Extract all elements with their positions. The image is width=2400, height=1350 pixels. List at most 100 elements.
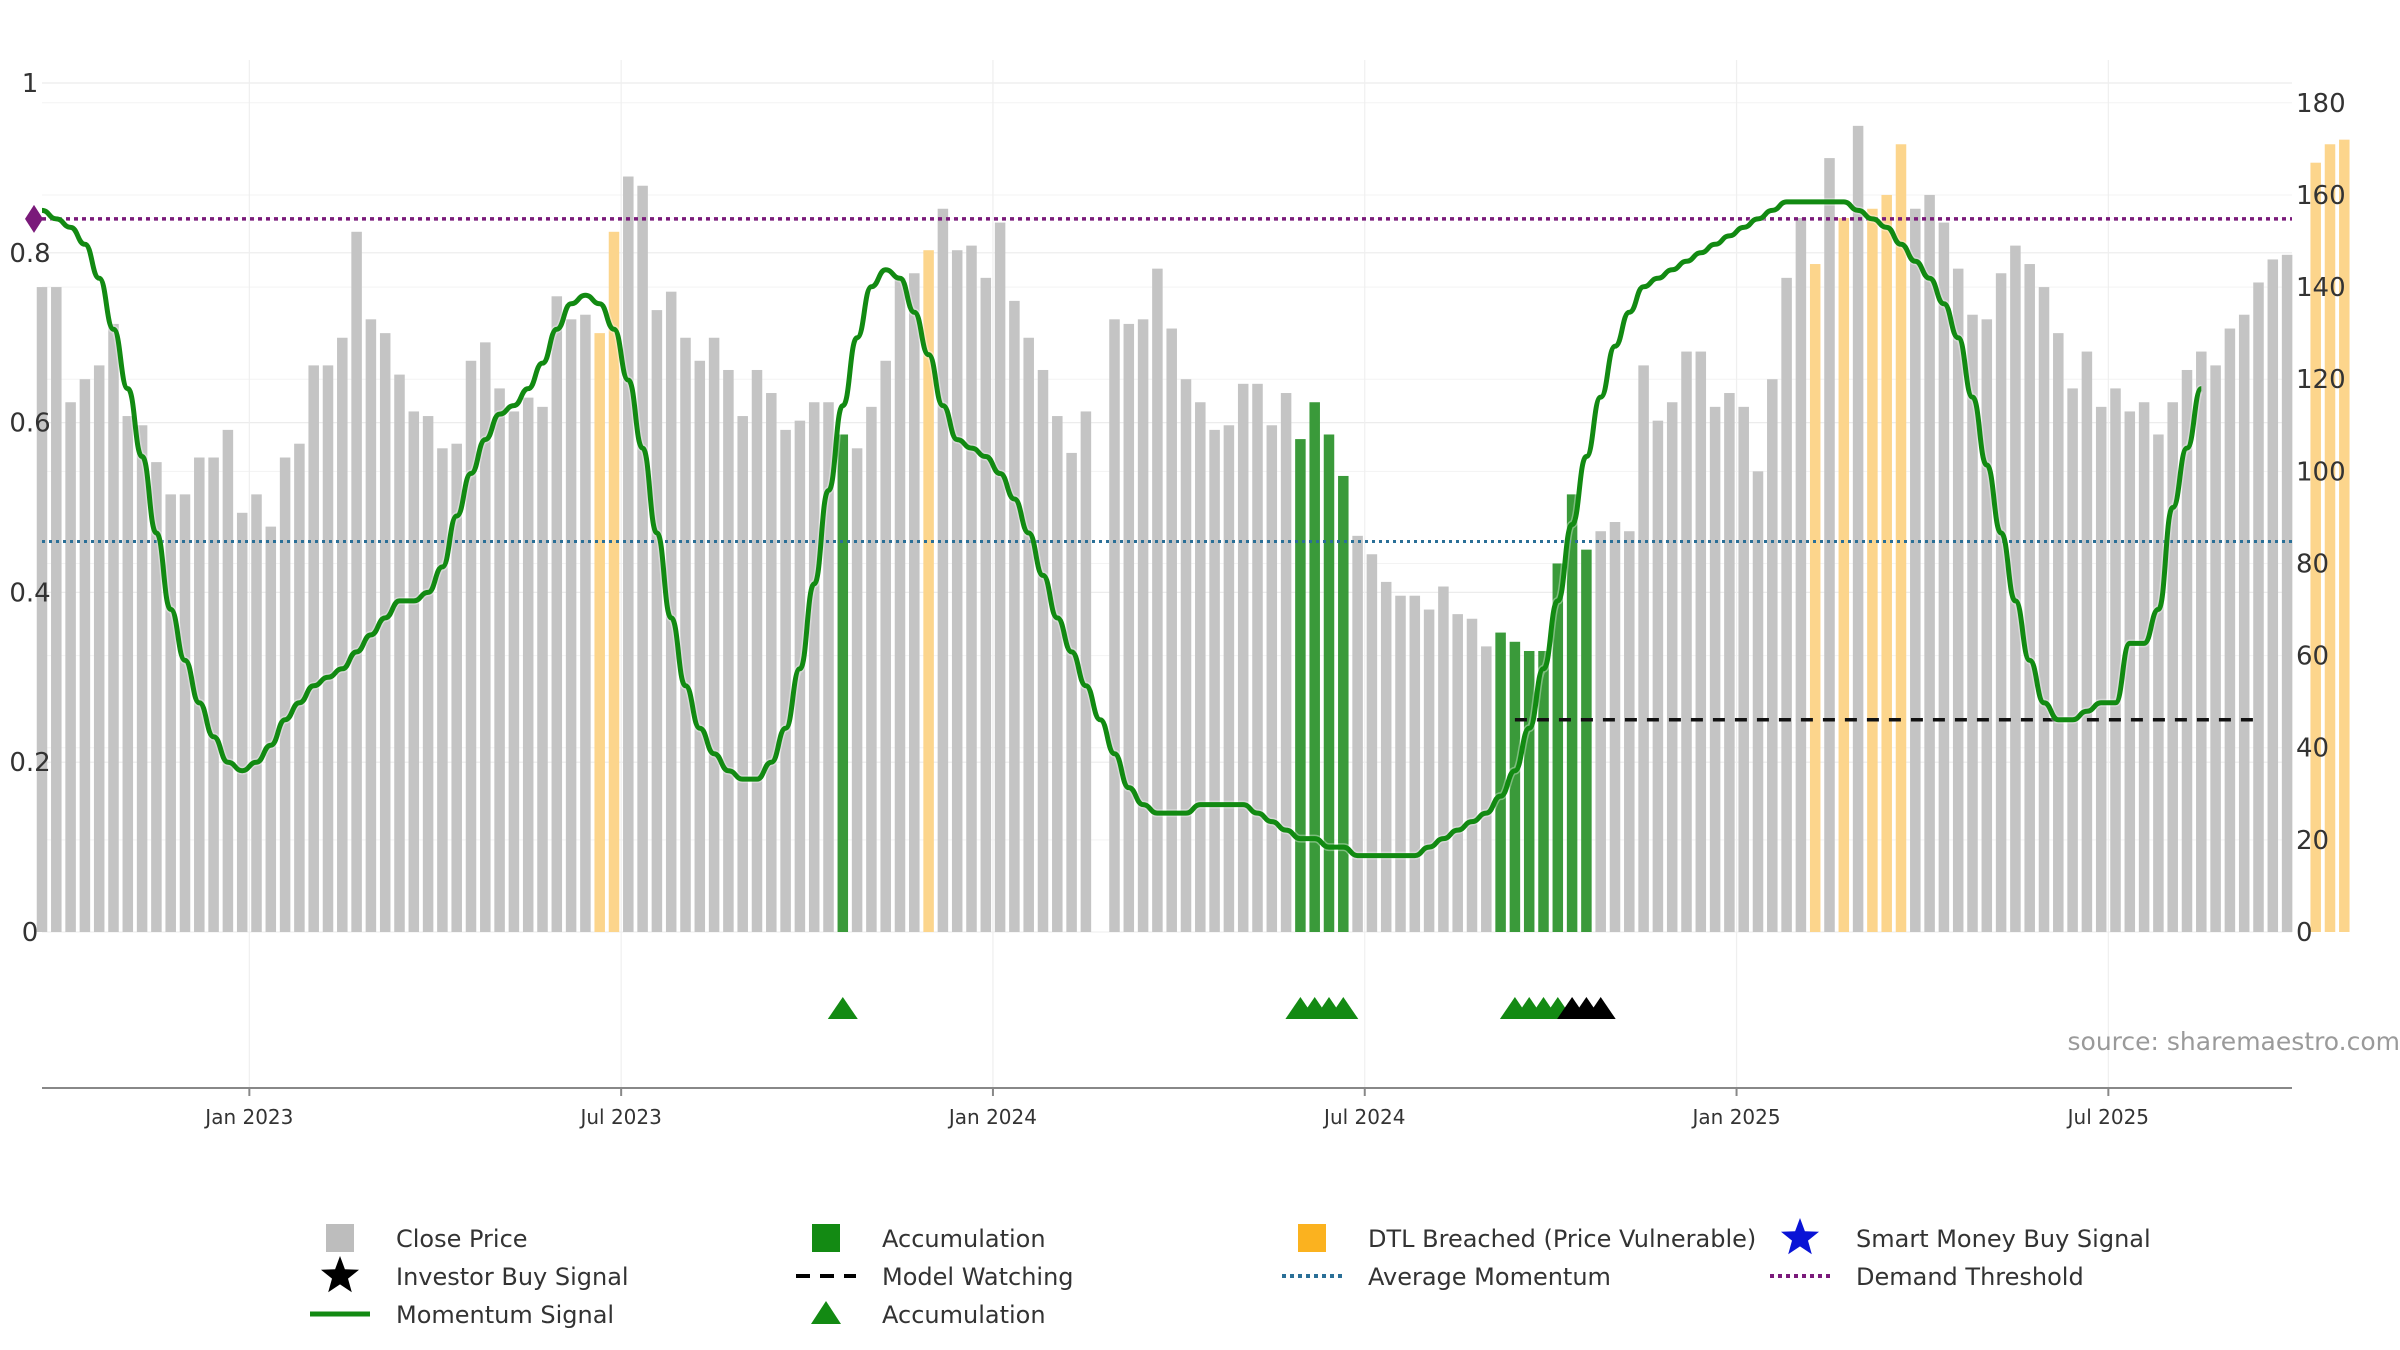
right-axis-tick-label: 40 [2296, 734, 2329, 764]
close-price-bar [322, 365, 334, 933]
momentum-signal-line [41, 199, 2204, 859]
close-price-bar [723, 369, 734, 932]
legend-close-price-square-swatch [326, 1224, 354, 1252]
accumulation-bar [1309, 402, 1320, 932]
close-price-bar [1666, 402, 1678, 932]
close-price-bar [537, 406, 548, 933]
close-price-bar [2210, 365, 2221, 933]
close-price-bar [766, 393, 777, 932]
close-price-bar [136, 425, 148, 932]
close-price-bar [2010, 245, 2021, 933]
close-price-bar [937, 208, 949, 932]
left-axis-tick-label: 0.6 [9, 409, 50, 439]
legend-accumulation-triangle-label: Accumulation [882, 1301, 1046, 1329]
close-price-bar [1195, 402, 1206, 932]
accumulation-bar [1509, 641, 1521, 932]
close-price-bar [1009, 300, 1020, 933]
close-price-bar [1952, 268, 1964, 933]
close-price-bar [2238, 314, 2250, 932]
close-price-bar [651, 310, 663, 933]
reference-lines [42, 217, 2292, 722]
close-price-bar [279, 457, 291, 932]
legend-accumulation-triangle-swatch [811, 1301, 841, 1324]
close-price-bar [1137, 319, 1149, 932]
close-price-bar [1166, 328, 1177, 932]
left-axis-tick-label: 0.4 [9, 578, 50, 608]
close-price-bar [823, 402, 834, 932]
close-price-bar [494, 388, 505, 932]
close-price-bar [1724, 393, 1735, 932]
close-price-bar [1767, 379, 1778, 932]
close-price-bar [1109, 319, 1120, 932]
accumulation-bar [1495, 632, 1506, 932]
close-price-bar [808, 402, 820, 932]
dtl-breached-bar [2310, 162, 2321, 932]
close-price-bar [794, 420, 806, 932]
legend: Close Price Accumulation DTL Breached (Pri… [310, 1218, 2151, 1329]
close-price-bar [1595, 531, 1606, 932]
dtl-breached-bar [923, 250, 934, 933]
close-price-bar [1924, 194, 1935, 932]
close-price-bar [1781, 277, 1792, 933]
close-price-bar [1066, 452, 1077, 932]
right-axis-tick-label: 100 [2296, 457, 2346, 487]
close-price-bar [909, 273, 920, 932]
close-price-bar [880, 360, 891, 932]
dtl-breached-bar [1809, 264, 1821, 932]
x-axis-tick-label: Jan 2025 [1691, 1105, 1781, 1129]
close-price-bar [1037, 369, 1049, 932]
close-price-bar [2124, 411, 2136, 932]
close-price-bar [1452, 614, 1463, 932]
close-price-bar [294, 443, 305, 932]
close-price-bar [966, 245, 977, 933]
close-price-bar [2038, 287, 2050, 932]
left-axis-tick-label: 0.8 [9, 239, 50, 269]
right-axis-tick-label: 60 [2296, 642, 2329, 672]
close-price-bar [1466, 618, 1478, 932]
accumulation-bar [1523, 650, 1535, 932]
axes: 0 0.2 0.4 0.6 0.8 1 0 20 40 60 80 100 120 140 160 180 Ja… [9, 69, 2345, 1129]
close-price-bar [408, 411, 420, 932]
close-price-bar [1995, 273, 2007, 932]
close-price-bar [1395, 595, 1406, 932]
x-axis-tick-label: Jan 2023 [203, 1105, 293, 1129]
price-bars [36, 125, 2350, 933]
close-price-bar [1223, 425, 1235, 932]
dtl-breached-bar [2324, 144, 2336, 932]
close-price-bar [1481, 646, 1492, 932]
close-price-bar [122, 416, 134, 932]
close-price-bar [79, 379, 91, 932]
legend-average-momentum-dotted-label: Average Momentum [1368, 1263, 1611, 1291]
accumulation-triangle [827, 997, 858, 1019]
right-axis-tick-label: 0 [2296, 918, 2313, 948]
close-price-bar [65, 402, 76, 932]
investor-buy-triangle [1585, 997, 1616, 1019]
legend-model-watching-dash-label: Model Watching [882, 1263, 1074, 1291]
close-price-bar [308, 365, 319, 933]
close-price-bar [866, 406, 877, 933]
legend-dtl-breached-price-vulnerable-square-label: DTL Breached (Price Vulnerable) [1368, 1225, 1756, 1253]
dtl-breached-bar [1867, 208, 1878, 932]
close-price-bar [751, 369, 763, 932]
close-price-bar [1023, 337, 1034, 932]
dtl-breached-bar [594, 333, 605, 933]
accumulation-bar [1295, 439, 1306, 932]
close-price-bar [394, 374, 405, 933]
close-price-bar [1709, 406, 1721, 933]
close-price-bar [2095, 406, 2107, 933]
close-price-bar [994, 222, 1006, 933]
close-price-bar [1123, 323, 1135, 932]
close-price-bar [637, 185, 648, 933]
close-price-bar [1795, 217, 1807, 933]
close-price-bar [1237, 383, 1249, 932]
right-axis-tick-label: 80 [2296, 549, 2329, 579]
close-price-bar [1910, 208, 1921, 932]
close-price-bar [851, 448, 863, 932]
accumulation-bar [1566, 494, 1578, 932]
close-price-bar [1967, 314, 1978, 932]
right-axis-tick-label: 140 [2296, 273, 2346, 303]
close-price-bar [2138, 402, 2150, 932]
close-price-bar [1681, 351, 1692, 932]
close-price-bar [551, 296, 563, 932]
